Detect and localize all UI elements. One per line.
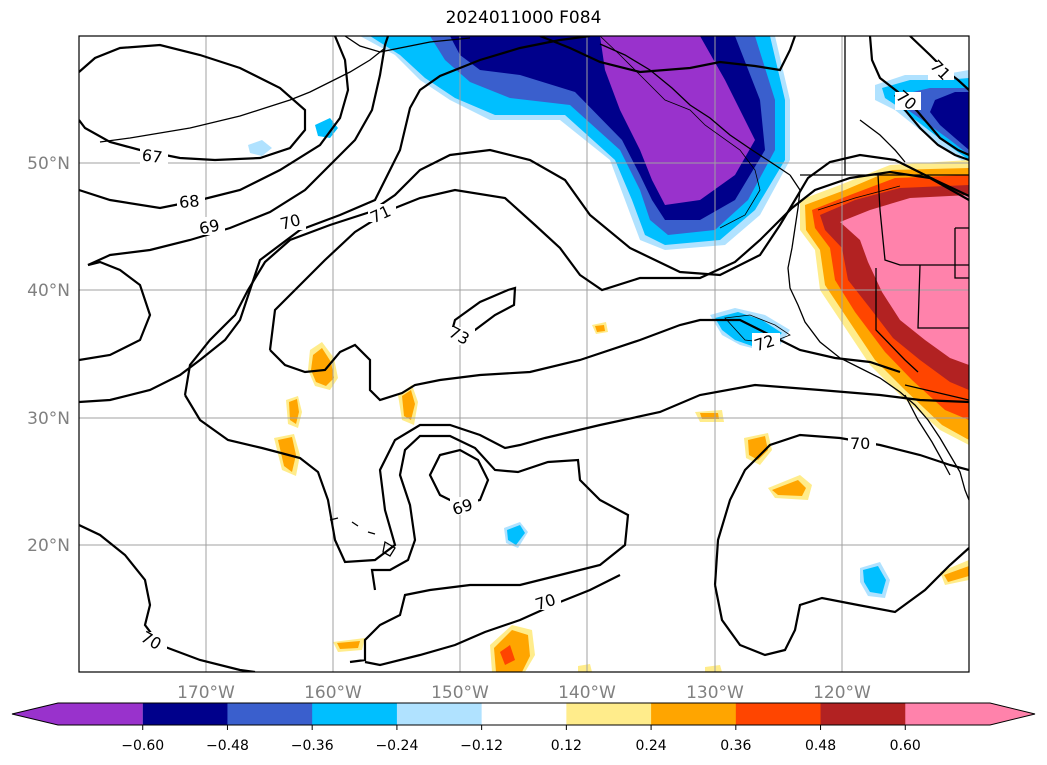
lat-tick-label: 20°N: [27, 536, 70, 556]
lat-tick-label: 40°N: [27, 281, 70, 301]
colorbar-tick-label: 0.60: [890, 738, 921, 754]
positive-anomaly-small-blobs: [274, 322, 969, 672]
map-area: 67 68 69 70 71 70 73 72 71 70 69 70 70: [79, 36, 969, 672]
colorbar-outline: [11, 702, 1036, 726]
colorbar-tick-label: 0.48: [805, 738, 836, 754]
colorbar: −0.60 −0.48 −0.36 −0.24 −0.12 0.12 0.24 0.36 0.4…: [11, 702, 1036, 754]
lon-tick-label: 140°W: [558, 683, 616, 703]
colorbar-tick-label: 0.24: [636, 738, 667, 754]
colorbar-segment: [312, 703, 398, 725]
colorbar-tick-label: 0.12: [551, 738, 582, 754]
lon-tick-label: 130°W: [686, 683, 744, 703]
colorbar-segment: [12, 703, 143, 725]
colorbar-segment: [396, 703, 483, 725]
longitude-labels: 170°W 160°W 150°W 140°W 130°W 120°W: [177, 683, 871, 703]
colorbar-segment: [820, 703, 906, 725]
graticule: [79, 36, 969, 672]
latitude-labels: 50°N 40°N 30°N 20°N: [27, 154, 70, 556]
shade-pink: [840, 195, 969, 365]
map-title: 2024011000 F084: [445, 8, 602, 28]
colorbar-segment: [566, 703, 652, 725]
colorbar-segment: [481, 703, 567, 725]
lon-tick-label: 120°W: [813, 683, 871, 703]
colorbar-tick-label: −0.24: [375, 738, 418, 754]
colorbar-segment: [651, 703, 737, 725]
colorbar-segment: [735, 703, 822, 725]
colorbar-segment: [905, 703, 1035, 725]
anomaly-outlines: [599, 36, 901, 344]
contour-label: 69: [197, 215, 221, 238]
lon-tick-label: 150°W: [431, 683, 489, 703]
positive-anomaly-western-us: [800, 160, 969, 445]
colorbar-tick-label: −0.48: [206, 738, 249, 754]
colorbar-segment: [142, 703, 228, 725]
colorbar-tick-label: −0.36: [291, 738, 334, 754]
height-contours: [79, 36, 969, 672]
contour-label: 70: [278, 210, 303, 234]
contour-labels: 67 68 69 70 71 70 73 72 71 70 69 70 70: [138, 56, 955, 654]
lat-tick-label: 50°N: [27, 154, 70, 174]
colorbar-tick-label: 0.36: [720, 738, 751, 754]
negative-anomaly-gulf-of-alaska: [360, 36, 790, 250]
negative-anomaly-small-blobs: [248, 118, 890, 598]
contour-label: 68: [178, 191, 200, 212]
contour-label: 67: [141, 145, 164, 167]
map-frame: [78, 35, 970, 673]
lat-tick-label: 30°N: [27, 409, 70, 429]
lon-tick-label: 170°W: [177, 683, 235, 703]
colorbar-segment: [227, 703, 313, 725]
colorbar-tick-label: −0.60: [121, 738, 164, 754]
lon-tick-label: 160°W: [304, 683, 362, 703]
contour-label: 70: [850, 434, 870, 453]
colorbar-tick-label: −0.12: [460, 738, 503, 754]
